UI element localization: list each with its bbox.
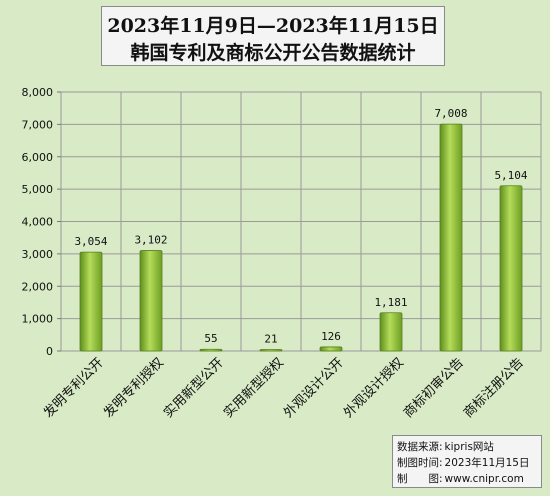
source-label-1: 数据来源: <box>397 441 443 453</box>
y-tick-label: 5,000 <box>22 183 54 196</box>
y-tick-label: 1,000 <box>22 313 54 326</box>
source-label-3: 制 图: <box>397 473 443 485</box>
x-tick-label: 商标初审公告 <box>401 355 467 421</box>
y-tick-label: 7,000 <box>22 118 54 131</box>
bar <box>259 349 283 352</box>
source-value-2: 2023年11月15日 <box>444 457 530 469</box>
source-note-box: 数据来源: kipris网站 制图时间: 2023年11月15日 制 图: www.c… <box>392 435 542 488</box>
data-label: 3,054 <box>74 235 107 248</box>
source-value-3: www.cnipr.com <box>444 473 524 485</box>
x-tick-label: 商标注册公告 <box>461 355 527 421</box>
y-tick-label: 3,000 <box>22 248 54 261</box>
source-line-1: 数据来源: kipris网站 <box>397 439 494 454</box>
data-label: 1,181 <box>374 296 407 309</box>
x-tick-label: 实用新型公开 <box>160 355 226 421</box>
bar <box>139 250 163 352</box>
chart-title-box: 2023年11月9日—2023年11月15日 韩国专利及商标公开公告数据统计 <box>101 6 445 66</box>
data-label: 3,102 <box>134 234 167 247</box>
x-tick-label: 发明专利公开 <box>40 355 106 421</box>
y-tick-label: 0 <box>46 345 53 358</box>
bar <box>379 312 403 352</box>
bar <box>319 346 343 352</box>
bar <box>499 185 523 352</box>
data-label: 21 <box>264 333 277 346</box>
x-tick-label: 发明专利授权 <box>100 355 166 421</box>
data-label: 7,008 <box>434 107 467 120</box>
x-tick-label: 实用新型授权 <box>220 355 286 421</box>
source-label-2: 制图时间: <box>397 457 443 469</box>
bar <box>439 123 463 352</box>
source-line-2: 制图时间: 2023年11月15日 <box>397 455 530 470</box>
source-line-3: 制 图: www.cnipr.com <box>397 471 524 486</box>
chart-title-line1: 2023年11月9日—2023年11月15日 <box>107 15 439 37</box>
data-label: 55 <box>204 332 217 345</box>
data-label: 126 <box>321 330 341 343</box>
chart-title-line2: 韩国专利及商标公开公告数据统计 <box>130 42 416 64</box>
bar <box>199 348 223 352</box>
x-tick-label: 外观设计授权 <box>340 355 406 421</box>
y-tick-label: 2,000 <box>22 280 54 293</box>
y-tick-label: 6,000 <box>22 151 54 164</box>
bar <box>79 251 103 352</box>
data-label: 5,104 <box>494 169 527 182</box>
source-value-1: kipris网站 <box>444 441 494 453</box>
y-tick-label: 4,000 <box>22 216 54 229</box>
x-tick-label: 外观设计公开 <box>281 355 347 421</box>
y-tick-label: 8,000 <box>22 86 54 99</box>
